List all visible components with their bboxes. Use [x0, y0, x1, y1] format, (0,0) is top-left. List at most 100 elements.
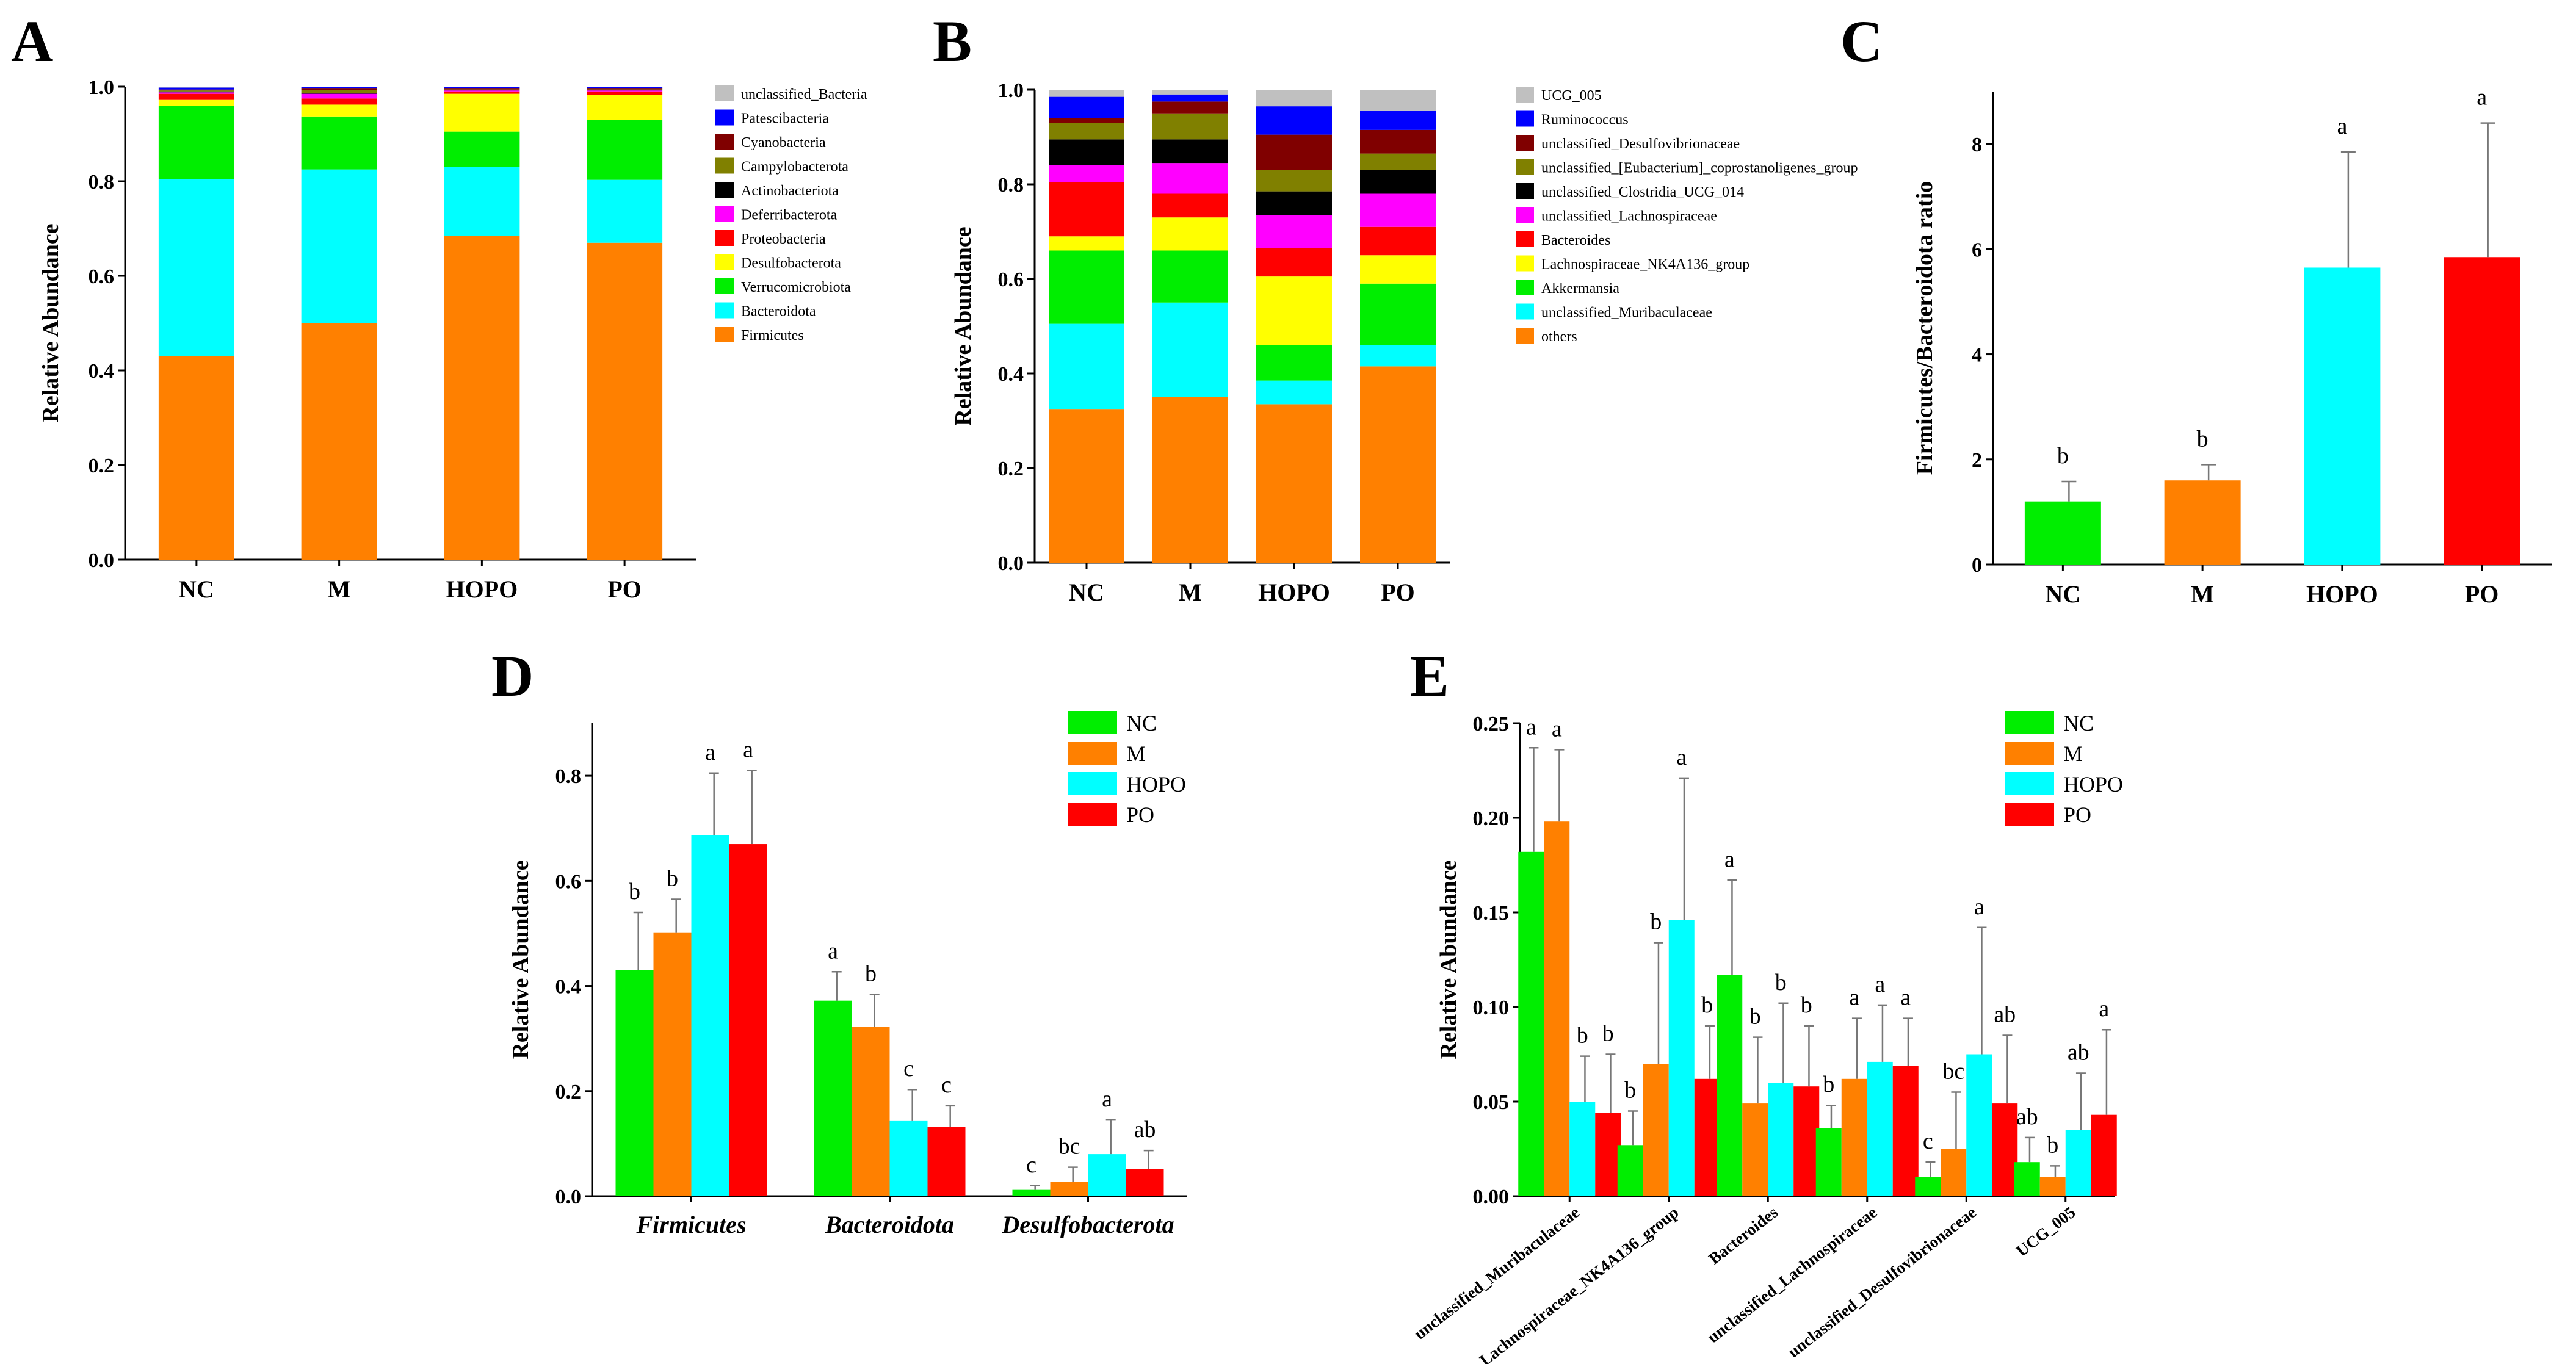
panel-letter-d: D	[491, 643, 534, 709]
panel-b-y-tick-label: 0.4	[998, 363, 1024, 386]
panel-e-legend-label-m: M	[2063, 742, 2083, 766]
panel-a-bar-nc-patescibacteria	[158, 87, 234, 90]
panel-e-bar-unclassified-desulfovibrionaceae-hopo	[1966, 1054, 1992, 1196]
panel-letter-b: B	[933, 9, 972, 74]
panel-c-y-tick-label: 2	[1972, 449, 1982, 472]
panel-b-y-tick-label: 1.0	[998, 79, 1024, 102]
panel-d-significance-firmicutes-nc: b	[629, 879, 640, 904]
panel-e-significance-unclassified-muribaculaceae-m: a	[1552, 716, 1562, 742]
panel-b-bar-m-others	[1152, 397, 1228, 563]
panel-e-x-tick-label: Bacteroides	[1705, 1203, 1781, 1268]
panel-a-legend-label-bacteroidota: Bacteroidota	[741, 304, 816, 320]
panel-d-legend-swatch-nc	[1068, 711, 1117, 734]
panel-a-bar-m-deferribacterota	[301, 93, 377, 99]
panel-d-y-tick-label: 0.4	[555, 976, 582, 998]
panel-a-legend-swatch-verrucomicrobiota	[715, 278, 734, 294]
panel-b-bar-m-lachnospiraceae-nk4a136-group	[1152, 217, 1228, 251]
panel-d-y-tick-label: 0.8	[555, 765, 582, 788]
panel-a-y-tick-label: 0.6	[89, 265, 115, 288]
panel-d-significance-firmicutes-hopo: a	[705, 740, 715, 765]
panel-d-bar-bacteroidota-m	[852, 1027, 890, 1196]
panel-d-significance-firmicutes-po: a	[743, 737, 753, 763]
panel-d-legend-label-hopo: HOPO	[1126, 772, 1186, 796]
panel-d-phylum-bar-chart: 0.0 0.2 0.4 0.6 0.8 Relative Abundance b b a a Fir…	[508, 711, 1187, 1238]
panel-a-bar-m-desulfobacterota	[301, 104, 377, 117]
panel-b-legend-swatch-lachnospiraceae-nk4a136-group	[1516, 255, 1534, 272]
panel-e-significance-unclassified-lachnospiraceae-po: a	[1900, 985, 1911, 1011]
panel-a-bar-po-cyanobacteria	[587, 88, 663, 90]
panel-d-bar-firmicutes-hopo	[691, 835, 729, 1196]
panel-b-x-tick-label: PO	[1381, 579, 1415, 606]
panel-d-significance-bacteroidota-hopo: c	[903, 1056, 914, 1081]
panel-a-bar-po-proteobacteria	[587, 91, 663, 95]
panel-b-bar-po-unclassified-clostridia-ucg-014	[1360, 170, 1436, 194]
panel-e-significance-unclassified-muribaculaceae-po: b	[1602, 1021, 1614, 1047]
panel-c-significance-hopo: a	[2337, 114, 2347, 139]
panel-letter-c: C	[1840, 9, 1883, 74]
panel-b-legend-swatch-ucg-005	[1516, 87, 1534, 103]
panel-b-bar-hopo-lachnospiraceae-nk4a136-group	[1256, 276, 1332, 345]
panel-b-legend-label-lachnospiraceae-nk4a136-group: Lachnospiraceae_NK4A136_group	[1541, 257, 1749, 273]
panel-a-legend-label-proteobacteria: Proteobacteria	[741, 231, 826, 247]
panel-b-bar-nc-unclassified-muribaculaceae	[1049, 323, 1124, 410]
panel-d-significance-desulfobacterota-hopo: a	[1102, 1086, 1112, 1112]
panel-d-significance-bacteroidota-m: b	[865, 961, 877, 986]
panel-e-bar-bacteroides-po	[1793, 1086, 1820, 1196]
panel-a-bar-nc-firmicutes	[158, 356, 234, 560]
panel-b-y-tick-label: 0.0	[998, 552, 1024, 575]
panel-c-x-tick-label: PO	[2465, 580, 2499, 608]
panel-e-significance-lachnospiraceae-nk4a136-group-m: b	[1650, 909, 1662, 935]
panel-e-significance-ucg-005-hopo: ab	[2068, 1040, 2089, 1066]
panel-e-significance-ucg-005-m: b	[2047, 1132, 2058, 1158]
panel-a-legend-swatch-deferribacterota	[715, 206, 734, 222]
panel-a-bar-po-desulfobacterota	[587, 95, 663, 120]
panel-c-bar-nc	[2024, 501, 2101, 565]
panel-e-y-tick-label: 0.15	[1473, 902, 1510, 925]
panel-d-significance-bacteroidota-po: c	[941, 1072, 952, 1098]
panel-e-bar-lachnospiraceae-nk4a136-group-hopo	[1668, 920, 1695, 1196]
panel-b-x-tick-label: HOPO	[1258, 579, 1330, 606]
panel-b-bar-nc-unclassified-clostridia-ucg-014	[1049, 139, 1124, 165]
panel-b-bar-nc-unclassified-desulfovibrionaceae	[1049, 118, 1124, 123]
panel-d-legend-swatch-po	[1068, 803, 1117, 826]
panel-e-bar-unclassified-lachnospiraceae-nc	[1815, 1128, 1842, 1196]
panel-b-legend-swatch-others	[1516, 328, 1534, 344]
panel-a-bar-po-firmicutes	[587, 242, 663, 560]
panel-e-bar-bacteroides-nc	[1717, 975, 1743, 1196]
panel-d-x-tick-label: Firmicutes	[635, 1211, 746, 1238]
panel-c-ratio-chart: 0 2 4 6 8 Firmicutes/Bacteroidota ratio b NC b Ma…	[1912, 85, 2552, 608]
panel-e-significance-bacteroides-po: b	[1801, 992, 1812, 1018]
panel-b-bar-po-others	[1360, 366, 1436, 563]
panel-a-legend-label-actinobacteriota: Actinobacteriota	[741, 183, 839, 199]
panel-a-legend-label-desulfobacterota: Desulfobacterota	[741, 256, 841, 272]
panel-b-bar-hopo-others	[1256, 404, 1332, 563]
panel-b-x-tick-label: M	[1179, 579, 1202, 606]
panel-e-legend-swatch-m	[2005, 742, 2054, 765]
panel-c-bar-hopo	[2304, 267, 2381, 565]
panel-e-bar-ucg-005-hopo	[2065, 1130, 2091, 1196]
panel-c-significance-m: b	[2197, 426, 2209, 452]
panel-d-significance-bacteroidota-nc: a	[828, 938, 838, 964]
panel-e-significance-ucg-005-nc: ab	[2016, 1104, 2038, 1130]
panel-b-bar-hopo-unclassified-clostridia-ucg-014	[1256, 191, 1332, 215]
panel-a-legend-label-patescibacteria: Patescibacteria	[741, 111, 829, 127]
panel-a-legend-swatch-bacteroidota	[715, 302, 734, 319]
panel-e-bar-ucg-005-nc	[2014, 1162, 2040, 1196]
panel-e-bar-bacteroides-m	[1742, 1103, 1768, 1196]
panel-a-bar-hopo-deferribacterota	[444, 90, 520, 92]
panel-c-y-tick-label: 8	[1972, 134, 1982, 156]
panel-b-legend-swatch-ruminococcus	[1516, 110, 1534, 127]
panel-b-bar-po-unclassified-lachnospiraceae	[1360, 193, 1436, 227]
panel-b-legend-swatch-unclassified-eubacterium-coprostanoligenes-group	[1516, 159, 1534, 175]
panel-c-x-tick-label: NC	[2045, 580, 2080, 608]
panel-e-bar-unclassified-muribaculaceae-hopo	[1569, 1102, 1596, 1196]
panel-c-bar-po	[2444, 257, 2520, 565]
panel-a-x-tick-label: M	[328, 576, 351, 603]
panel-e-significance-unclassified-desulfovibrionaceae-nc: c	[1923, 1128, 1933, 1154]
panel-d-legend-swatch-hopo	[1068, 772, 1117, 795]
panel-b-bar-hopo-unclassified-desulfovibrionaceae	[1256, 134, 1332, 170]
panel-a-y-tick-label: 1.0	[89, 76, 115, 99]
panel-b-bar-po-ruminococcus	[1360, 110, 1436, 130]
panel-b-bar-m-unclassified-clostridia-ucg-014	[1152, 139, 1228, 164]
